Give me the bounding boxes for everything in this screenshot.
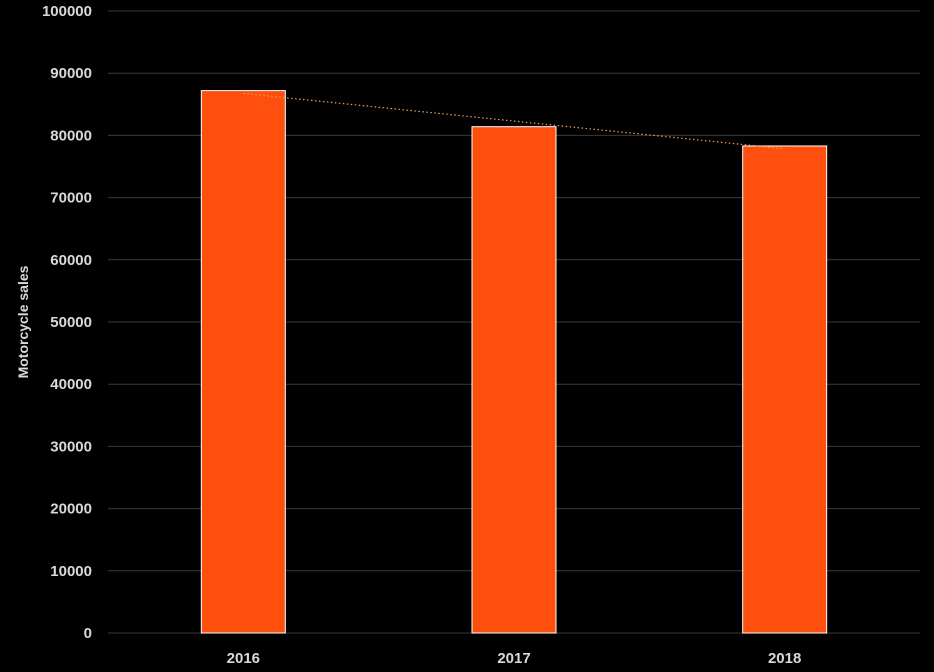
y-tick-label: 80000 xyxy=(50,127,92,144)
y-tick-label: 90000 xyxy=(50,65,92,82)
y-tick-label: 70000 xyxy=(50,190,92,207)
trendline xyxy=(243,92,785,150)
x-tick-label: 2017 xyxy=(497,650,530,667)
y-axis-title: Motorcycle sales xyxy=(15,265,31,378)
y-tick-label: 60000 xyxy=(50,252,92,269)
x-axis-tick-labels: 2016 2017 2018 xyxy=(227,650,802,667)
y-tick-label: 50000 xyxy=(50,314,92,331)
bar-2018 xyxy=(742,145,828,634)
y-tick-label: 10000 xyxy=(50,563,92,580)
y-tick-label: 30000 xyxy=(50,438,92,455)
x-tick-label: 2018 xyxy=(768,650,801,667)
x-tick-label: 2016 xyxy=(227,650,260,667)
bar-2017 xyxy=(471,126,557,634)
bars xyxy=(200,90,828,634)
y-tick-label: 100000 xyxy=(42,3,92,20)
y-tick-label: 20000 xyxy=(50,501,92,518)
y-axis-tick-labels: 0 10000 20000 30000 40000 50000 60000 70000 8000… xyxy=(42,3,92,642)
y-tick-label: 40000 xyxy=(50,376,92,393)
y-tick-label: 0 xyxy=(84,625,92,642)
bar-2016 xyxy=(200,90,286,634)
trendline-group xyxy=(243,92,785,150)
